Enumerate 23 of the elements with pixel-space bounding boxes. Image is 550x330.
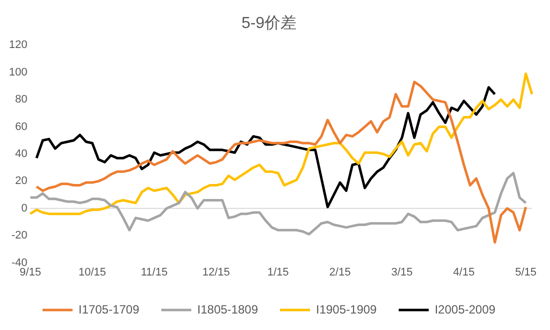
legend-label: I2005-2009 bbox=[434, 302, 496, 316]
chart-title: 5-9价差 bbox=[241, 14, 297, 32]
y-tick-label: 80 bbox=[15, 94, 28, 106]
legend-label: I1905-1909 bbox=[316, 302, 378, 316]
x-tick-label: 1/15 bbox=[267, 266, 289, 278]
x-tick-label: 11/15 bbox=[140, 266, 168, 278]
legend-label: I1805-1809 bbox=[197, 302, 258, 316]
x-tick-label: 2/15 bbox=[329, 266, 351, 278]
x-tick-label: 5/15 bbox=[515, 266, 537, 278]
y-tick-label: 40 bbox=[15, 148, 28, 160]
x-tick-label: 10/15 bbox=[78, 266, 106, 278]
x-tick-label: 3/15 bbox=[391, 266, 413, 278]
x-tick-label: 12/15 bbox=[202, 266, 230, 278]
y-tick-label: 100 bbox=[8, 66, 28, 78]
y-tick-label: -20 bbox=[11, 230, 28, 242]
legend-label: I1705-1709 bbox=[78, 302, 140, 316]
y-tick-label: 0 bbox=[21, 202, 28, 214]
x-tick-label: 9/15 bbox=[20, 266, 42, 278]
y-tick-label: 20 bbox=[15, 175, 28, 188]
y-tick-label: 120 bbox=[8, 39, 28, 52]
x-tick-label: 4/15 bbox=[453, 266, 475, 278]
y-tick-label: 60 bbox=[15, 120, 28, 133]
y-tick-label: -40 bbox=[11, 256, 28, 269]
